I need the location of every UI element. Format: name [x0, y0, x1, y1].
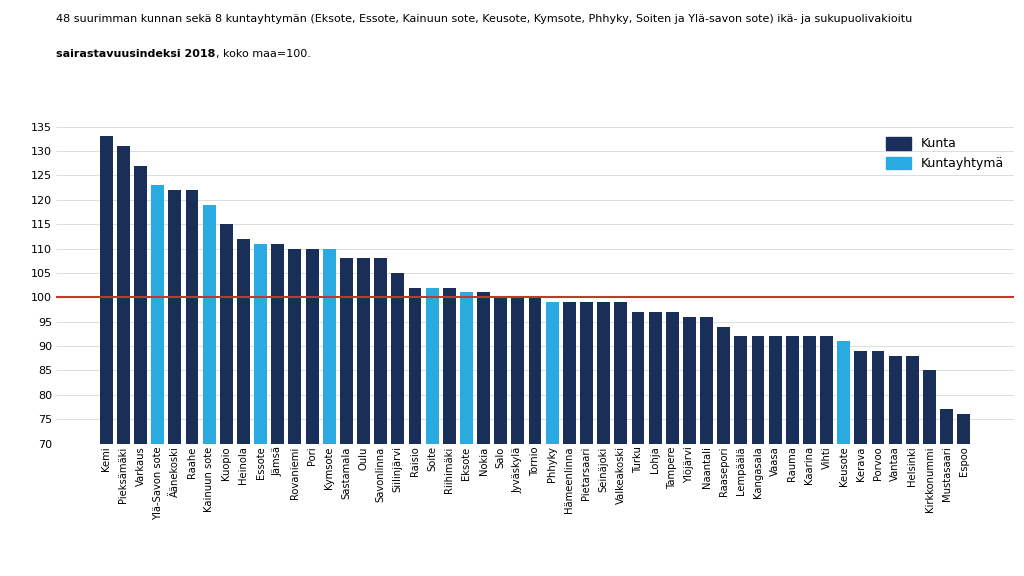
- Bar: [203, 204, 216, 444]
- Bar: [289, 249, 301, 444]
- Bar: [99, 137, 113, 444]
- Bar: [305, 249, 318, 444]
- Legend: Kunta, Kuntayhtymä: Kunta, Kuntayhtymä: [882, 133, 1008, 174]
- Bar: [580, 302, 593, 444]
- Bar: [152, 185, 164, 444]
- Bar: [597, 302, 610, 444]
- Bar: [717, 327, 730, 444]
- Bar: [632, 312, 644, 444]
- Bar: [803, 336, 816, 444]
- Bar: [357, 258, 370, 444]
- Bar: [271, 244, 285, 444]
- Bar: [134, 166, 147, 444]
- Bar: [409, 287, 422, 444]
- Bar: [168, 190, 181, 444]
- Bar: [752, 336, 765, 444]
- Bar: [426, 287, 438, 444]
- Bar: [546, 302, 559, 444]
- Bar: [683, 317, 696, 444]
- Bar: [940, 410, 953, 444]
- Bar: [838, 341, 850, 444]
- Bar: [957, 414, 970, 444]
- Text: sairastavuusindeksi 2018: sairastavuusindeksi 2018: [56, 49, 216, 59]
- Bar: [734, 336, 748, 444]
- Bar: [391, 273, 404, 444]
- Bar: [871, 351, 885, 444]
- Bar: [785, 336, 799, 444]
- Text: 48 suurimman kunnan sekä 8 kuntayhtymän (Eksote, Essote, Kainuun sote, Keusote, : 48 suurimman kunnan sekä 8 kuntayhtymän …: [56, 14, 912, 24]
- Bar: [563, 302, 575, 444]
- Bar: [323, 249, 336, 444]
- Bar: [854, 351, 867, 444]
- Bar: [254, 244, 267, 444]
- Bar: [700, 317, 713, 444]
- Text: , koko maa=100.: , koko maa=100.: [216, 49, 310, 59]
- Bar: [220, 224, 232, 444]
- Bar: [495, 297, 507, 444]
- Bar: [442, 287, 456, 444]
- Bar: [923, 370, 936, 444]
- Bar: [237, 239, 250, 444]
- Bar: [614, 302, 628, 444]
- Bar: [648, 312, 662, 444]
- Bar: [185, 190, 199, 444]
- Bar: [511, 297, 524, 444]
- Bar: [117, 146, 130, 444]
- Bar: [460, 293, 473, 444]
- Bar: [820, 336, 834, 444]
- Bar: [477, 293, 490, 444]
- Bar: [769, 336, 781, 444]
- Bar: [889, 356, 902, 444]
- Bar: [528, 297, 542, 444]
- Bar: [340, 258, 353, 444]
- Bar: [666, 312, 679, 444]
- Bar: [906, 356, 919, 444]
- Bar: [374, 258, 387, 444]
